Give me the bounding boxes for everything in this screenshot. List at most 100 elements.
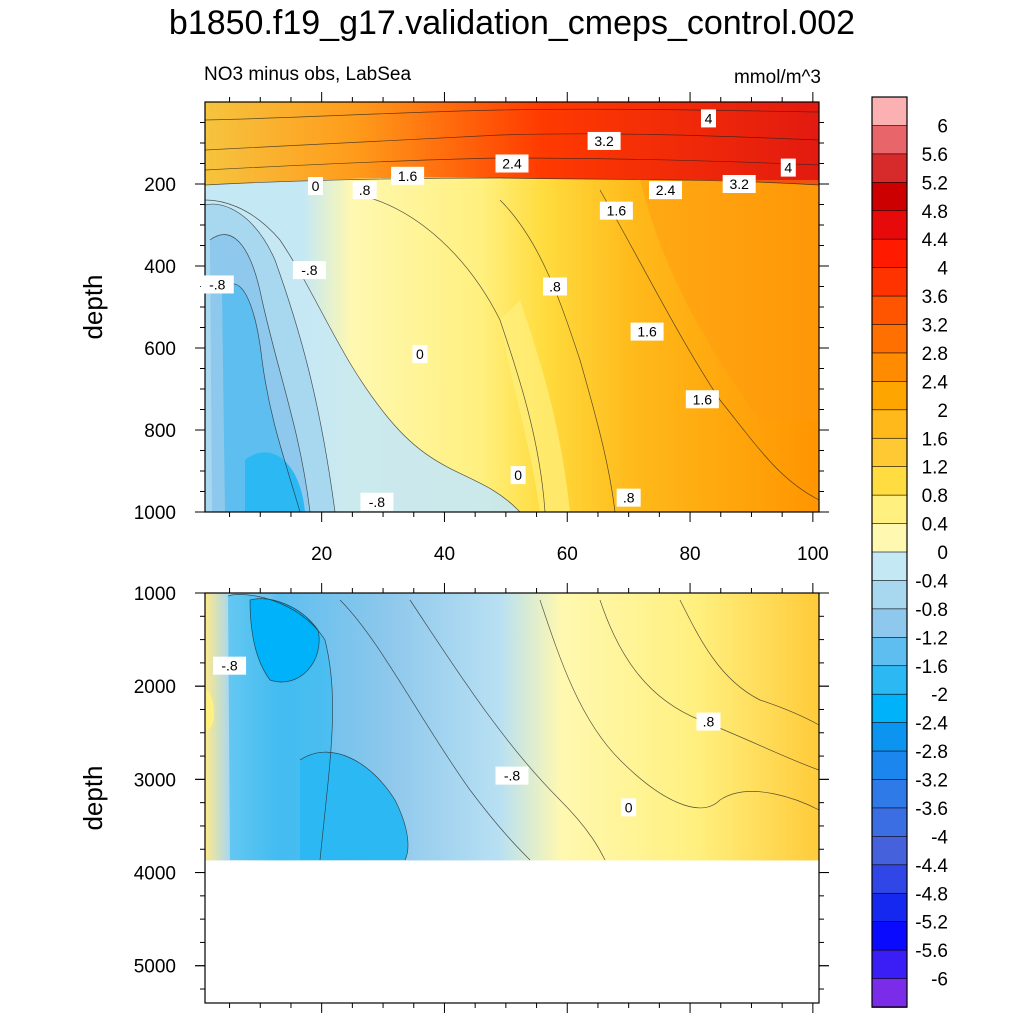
contour-label: -.8 (495, 766, 529, 785)
contour-label: -.8 (360, 492, 394, 511)
svg-text:3.2: 3.2 (594, 133, 614, 149)
contour-lines (204, 108, 820, 861)
chart-subtitle: NO3 minus obs, LabSea (204, 64, 412, 85)
colorbar-swatch (871, 949, 908, 980)
colorbar-swatch (871, 836, 908, 866)
svg-text:1.6: 1.6 (637, 324, 657, 340)
x-tick-label: 40 (434, 544, 455, 565)
colorbar-swatch (871, 665, 908, 695)
contour-label: 0 (412, 345, 428, 364)
colorbar-swatch (871, 693, 908, 724)
svg-text:0: 0 (312, 178, 320, 194)
colorbar-label: 3.6 (922, 287, 948, 308)
units-label: mmol/m^3 (733, 67, 821, 88)
colorbar-label: -5.2 (915, 913, 948, 934)
colorbar-swatch (871, 921, 908, 951)
colorbar-label: -4 (931, 827, 948, 848)
contour-label: 4 (700, 109, 716, 128)
colorbar-swatch (871, 238, 908, 269)
upper-y-tick-label: 600 (144, 339, 176, 360)
contour-label: .8 (696, 712, 721, 731)
colorbar-label: 2.8 (922, 344, 948, 365)
colorbar-label: 1.6 (922, 429, 948, 450)
contour-label: 2.4 (495, 154, 529, 173)
svg-text:4: 4 (784, 160, 792, 176)
contour-label: .8 (352, 181, 377, 200)
colorbar-swatch (871, 637, 908, 667)
colorbar-label: 4.4 (922, 230, 949, 251)
colorbar-swatch (871, 580, 908, 610)
contour-labels: 4 3.2 2.4 1.6 4 3.2 2.4 1.6 .8 0 -.8 -.8 .8 1.6 0 1.6 0.… (200, 109, 796, 817)
x-tick-label: 100 (797, 544, 829, 565)
colorbar: 6 5.6 5.2 4.8 4.4 4 3.6 3.2 2.8 2.4 2 1.6 1.2 0.8 0.4 0… (871, 96, 949, 1008)
upper-panel-field (205, 102, 819, 513)
contour-label: 1.6 (685, 390, 719, 409)
colorbar-label: -0.4 (915, 571, 948, 592)
colorbar-swatch (871, 807, 908, 838)
contour-label: 1.6 (391, 166, 425, 185)
colorbar-label: 5.2 (922, 173, 948, 194)
colorbar-label: -1.2 (915, 628, 948, 649)
contour-label: -.8 (200, 275, 234, 294)
colorbar-label: -6 (931, 970, 948, 991)
colorbar-label: -5.6 (915, 941, 948, 962)
colorbar-swatch (871, 978, 908, 1008)
lower-panel-field (205, 593, 819, 861)
svg-text:1.6: 1.6 (607, 203, 627, 219)
colorbar-swatch (871, 324, 908, 354)
contour-label: 1.6 (630, 322, 664, 341)
svg-text:3.2: 3.2 (729, 176, 749, 192)
contour-label: 0 (510, 466, 526, 485)
contour-label: 0 (308, 177, 324, 196)
colorbar-label: 6 (937, 116, 948, 137)
colorbar-label: -3.2 (915, 771, 948, 792)
colorbar-swatch (871, 779, 908, 809)
axis-ticks (195, 92, 829, 1013)
svg-text:-.8: -.8 (221, 658, 238, 674)
colorbar-swatch (871, 409, 908, 440)
colorbar-label: -4.4 (915, 856, 948, 877)
colorbar-label: 4 (937, 259, 948, 280)
contour-label: .8 (542, 277, 567, 296)
svg-text:4: 4 (705, 110, 713, 126)
contour-label: 3.2 (587, 131, 621, 150)
colorbar-swatch (871, 125, 908, 155)
colorbar-swatch (871, 722, 908, 752)
colorbar-swatch (871, 750, 908, 781)
colorbar-swatch (871, 437, 908, 468)
svg-text:0: 0 (625, 799, 633, 815)
colorbar-label: 1.2 (922, 458, 948, 479)
svg-text:.8: .8 (359, 182, 371, 198)
upper-y-tick-label: 200 (144, 175, 176, 196)
chart-title: b1850.f19_g17.validation_cmeps_control.0… (168, 4, 856, 42)
lower-y-tick-label: 4000 (134, 864, 176, 885)
contour-label: -.8 (213, 656, 247, 675)
colorbar-label: 0.8 (922, 486, 948, 507)
svg-text:.8: .8 (549, 279, 561, 295)
colorbar-label: 5.6 (922, 145, 948, 166)
colorbar-swatch (871, 210, 908, 240)
colorbar-swatch (871, 523, 908, 553)
lower-y-tick-label: 2000 (134, 677, 176, 698)
svg-text:.8: .8 (623, 490, 635, 506)
x-tick-label: 20 (311, 544, 332, 565)
colorbar-label: 0.4 (922, 515, 949, 536)
svg-text:-.8: -.8 (301, 262, 318, 278)
upper-ylabel: depth (78, 274, 108, 339)
colorbar-swatch (871, 267, 908, 297)
colorbar-label: -1.6 (915, 657, 948, 678)
colorbar-swatch (871, 864, 908, 895)
x-tick-label: 80 (679, 544, 700, 565)
colorbar-label: -4.8 (915, 884, 948, 905)
colorbar-label: 2 (937, 401, 948, 422)
lower-y-tick-label: 5000 (134, 957, 176, 978)
svg-text:0: 0 (416, 346, 424, 362)
colorbar-label: -2.4 (915, 714, 948, 735)
colorbar-frame (871, 96, 908, 1008)
lower-y-tick-label: 1000 (134, 584, 176, 605)
contour-label: 3.2 (722, 175, 756, 193)
colorbar-label: 3.2 (922, 316, 948, 337)
colorbar-label: 0 (937, 543, 948, 564)
svg-text:1.6: 1.6 (693, 391, 713, 407)
